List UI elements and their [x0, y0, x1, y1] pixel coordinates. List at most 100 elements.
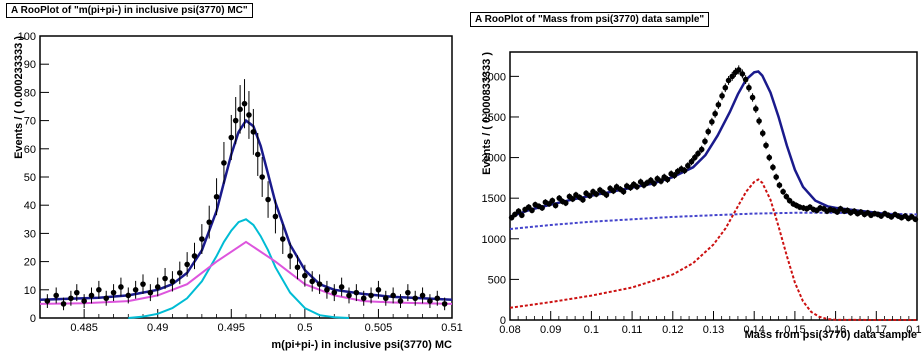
right-y-tick-label: 1500 [482, 193, 506, 205]
left-y-tick-label: 100 [18, 31, 36, 43]
left-data-point [44, 298, 51, 304]
right-x-tick-label: 0.18 [906, 324, 922, 336]
left-y-tick-label: 40 [24, 200, 36, 212]
left-data-point [232, 117, 239, 124]
right-data-point [702, 138, 708, 145]
right-data-point [603, 192, 610, 198]
left-data-point [316, 281, 323, 287]
right-x-tick-label: 0.13 [703, 324, 724, 336]
right-x-tick-label: 0.08 [499, 324, 520, 336]
right-x-tick-label: 0.15 [784, 324, 805, 336]
right-data-point [766, 154, 773, 161]
right-data-point [671, 172, 678, 179]
left-y-tick-label: 20 [24, 257, 36, 269]
right-data-point [715, 101, 722, 108]
right-series-total-line [509, 70, 918, 219]
right-data-point [756, 118, 762, 124]
right-data-point [691, 154, 698, 161]
left-data-point [199, 236, 205, 242]
right-data-point [746, 84, 752, 91]
left-data-point [88, 292, 95, 299]
left-data-point [360, 295, 367, 302]
right-data-point [698, 146, 705, 153]
left-data-point [81, 298, 87, 304]
right-data-point [664, 176, 671, 183]
left-data-point [140, 281, 146, 287]
left-data-point [254, 151, 261, 158]
left-data-point [191, 253, 198, 259]
right-data-point [586, 192, 593, 199]
right-data-point [759, 130, 766, 137]
right-data-point [783, 193, 790, 200]
left-data-point [427, 298, 433, 304]
left-data-point [110, 289, 117, 296]
left-data-point [169, 278, 176, 285]
left-data-point [241, 100, 248, 107]
left-data-point [279, 236, 286, 242]
left-data-point [162, 275, 168, 282]
left-y-tick-label: 80 [24, 87, 36, 99]
left-data-point [154, 284, 161, 290]
left-data-point [176, 270, 183, 276]
left-data-point [287, 253, 293, 259]
right-y-tick-label: 3000 [482, 71, 506, 83]
left-data-point [272, 213, 279, 220]
left-data-point [441, 301, 448, 307]
left-y-tick-label: 90 [24, 59, 36, 71]
right-x-axis-title: Mass from psi(3770) data sample [745, 329, 917, 341]
left-data-point [73, 289, 80, 296]
right-data-point [786, 197, 793, 204]
left-y-tick-label: 70 [24, 116, 36, 128]
left-x-tick-label: 0.495 [218, 322, 246, 334]
right-x-tick-label: 0.12 [662, 324, 683, 336]
right-data-point [780, 188, 786, 195]
left-data-point [375, 287, 382, 293]
right-data-point [569, 196, 576, 202]
left-data-point [294, 264, 301, 271]
left-data-point [206, 219, 213, 225]
right-data-point [749, 94, 756, 101]
left-data-point [390, 292, 396, 299]
right-x-tick-label: 0.16 [825, 324, 846, 336]
right-data-point [722, 84, 729, 91]
left-data-point [184, 261, 190, 268]
left-y-tick-label: 60 [24, 144, 36, 156]
right-data-point [681, 167, 688, 174]
right-data-point [773, 174, 779, 180]
left-data-point [53, 292, 59, 299]
left-data-point [228, 134, 235, 141]
right-data-point [709, 119, 715, 125]
left-x-tick-label: 0.5 [297, 322, 312, 334]
right-data-point [912, 216, 919, 223]
right-data-point [729, 73, 736, 80]
right-data-point [539, 205, 545, 211]
right-data-point [562, 200, 569, 206]
left-data-point [331, 289, 338, 296]
right-series-signal-line [509, 178, 917, 321]
left-plot-frame [39, 35, 453, 319]
right-data-point [695, 150, 701, 157]
left-data-point [68, 295, 74, 302]
right-data-point [685, 162, 691, 169]
left-y-tick-label: 10 [24, 285, 36, 297]
right-data-point [688, 158, 695, 165]
left-data-point [237, 106, 243, 113]
left-x-tick-label: 0.51 [441, 322, 462, 334]
left-series-background-line [39, 240, 453, 305]
right-data-point [739, 71, 746, 77]
right-x-tick-label: 0.11 [622, 324, 643, 336]
right-data-point [512, 211, 518, 218]
left-data-point [434, 295, 441, 302]
right-data-point [763, 142, 769, 149]
left-y-tick-label: 30 [24, 228, 36, 240]
right-y-tick-label: 1000 [482, 234, 506, 246]
right-data-point [529, 207, 535, 214]
left-data-point [60, 301, 67, 307]
right-y-tick-label: 2000 [482, 153, 506, 165]
right-data-point [593, 191, 600, 197]
left-series-signal-line [128, 218, 350, 319]
right-data-point [610, 188, 617, 194]
left-data-point [103, 295, 110, 302]
right-x-tick-label: 0.1 [584, 324, 599, 336]
left-x-tick-label: 0.485 [70, 322, 98, 334]
